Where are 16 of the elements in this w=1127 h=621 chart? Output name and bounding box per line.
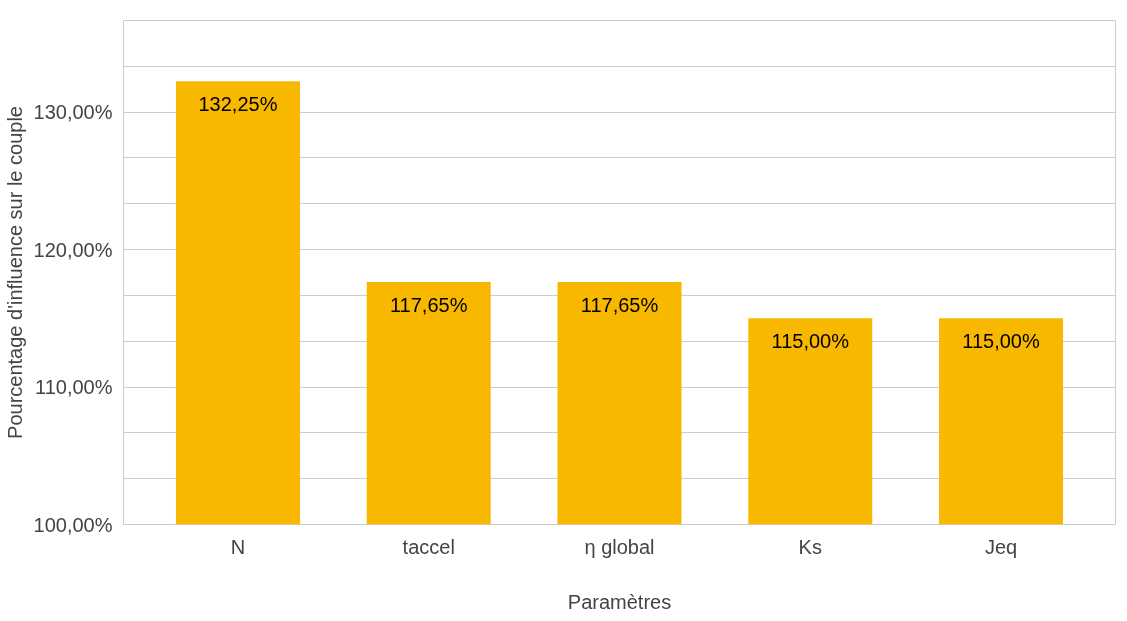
x-tick-label: Jeq — [984, 535, 1018, 558]
data-label: 115,00% — [771, 330, 850, 353]
y-tick-label: 130,00% — [33, 101, 113, 124]
y-tick-label: 120,00% — [33, 238, 113, 261]
x-tick-label: Ks — [798, 535, 822, 558]
x-tick-label: taccel — [402, 535, 455, 558]
x-axis-title: Paramètres — [567, 590, 672, 613]
y-tick-label: 100,00% — [33, 513, 113, 536]
y-axis-title: Pourcentage d'influence sur le couple — [3, 106, 26, 439]
y-tick-label: 110,00% — [35, 376, 113, 399]
x-tick-label: N — [230, 535, 246, 558]
data-label: 132,25% — [198, 93, 278, 116]
x-tick-label: η global — [584, 535, 655, 558]
data-label: 117,65% — [390, 293, 468, 316]
data-label: 117,65% — [580, 293, 659, 316]
data-label: 115,00% — [962, 330, 1040, 353]
